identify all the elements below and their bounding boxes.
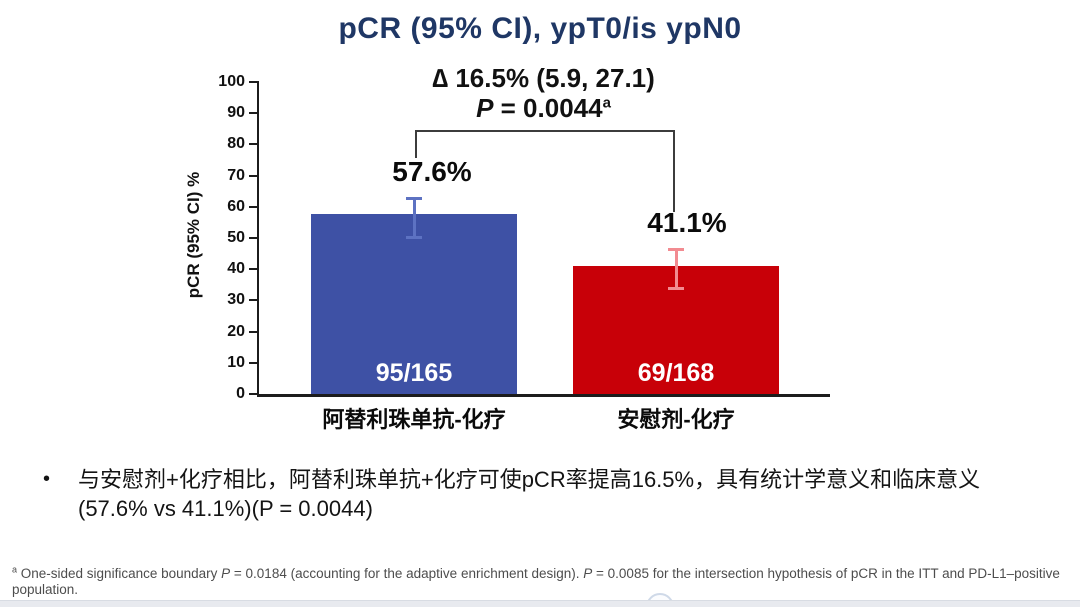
plot-area: 57.6% 41.1% 95/165 69/168 阿替利珠单抗-化疗 安慰剂-… [218, 73, 830, 432]
p-value-superscript: a [602, 94, 611, 112]
footnote-superscript: a [12, 564, 18, 575]
y-axis-tick-label: 40 [227, 260, 245, 278]
y-axis-tick [249, 361, 259, 364]
footnote: a One-sided significance boundary P = 0.… [12, 564, 1068, 597]
y-axis-tick-label: 20 [227, 322, 245, 340]
bullet-marker: • [43, 468, 51, 490]
footnote-p1: P [221, 566, 231, 581]
y-axis-tick [249, 299, 259, 302]
bar-atezolizumab-chemo [311, 214, 517, 394]
error-bar-atezolizumab [406, 196, 422, 239]
y-axis-title: pCR (95% CI) % [184, 171, 203, 299]
summary-text: 与安慰剂+化疗相比，阿替利珠单抗+化疗可使pCR率提高16.5%，具有统计学意义… [78, 465, 1040, 523]
summary-line-1: 与安慰剂+化疗相比，阿替利珠单抗+化疗可使pCR率提高16.5%，具有统计学意义… [78, 467, 981, 492]
y-axis-tick-label: 0 [236, 385, 245, 402]
y-axis-tick-label: 30 [227, 291, 245, 309]
y-axis-tick-label: 100 [218, 73, 245, 90]
y-axis-tick-label: 10 [227, 353, 245, 371]
comparison-bracket-right [673, 130, 675, 212]
y-axis-tick-label: 70 [227, 166, 245, 184]
delta-annotation: ∆ 16.5% (5.9, 27.1) [432, 63, 655, 93]
category-label-atezolizumab: 阿替利珠单抗-化疗 [322, 407, 506, 432]
y-axis-tick-label: 50 [227, 229, 245, 246]
count-label-placebo: 69/168 [637, 359, 715, 387]
y-axis-tick-label: 90 [227, 104, 245, 122]
error-bar-placebo [668, 248, 684, 290]
y-axis-tick [249, 174, 259, 177]
y-axis-tick [249, 268, 259, 271]
bottom-bar [0, 600, 1080, 607]
y-axis-tick [249, 330, 259, 333]
value-label-placebo: 41.1% [647, 207, 727, 239]
y-axis-tick [249, 393, 259, 395]
y-axis-tick [249, 81, 259, 83]
p-value-symbol: P [476, 93, 494, 123]
comparison-bracket-left [415, 130, 417, 158]
statistics-annotation: ∆ 16.5% (5.9, 27.1) P = 0.0044a [257, 63, 830, 123]
p-value-annotation: P = 0.0044a [257, 94, 830, 123]
comparison-bracket-horizontal [415, 130, 675, 132]
footnote-seg-1: One-sided significance boundary [17, 566, 222, 581]
value-label-atezolizumab: 57.6% [392, 155, 472, 187]
count-label-atezolizumab: 95/165 [375, 359, 453, 387]
footnote-seg-2: = 0.0184 (accounting for the adaptive en… [230, 566, 584, 581]
category-label-placebo: 安慰剂-化疗 [617, 407, 735, 432]
chart-title: pCR (95% CI), ypT0/is ypN0 [338, 12, 742, 45]
p-value-text: = 0.0044 [493, 93, 603, 123]
y-axis-tick [249, 237, 259, 239]
y-axis-tick [249, 143, 259, 146]
y-axis-tick [249, 205, 259, 208]
footnote-seg-3: = 0.0085 for the intersection hypothesis… [12, 566, 1060, 597]
summary-bullet: • 与安慰剂+化疗相比，阿替利珠单抗+化疗可使pCR率提高16.5%，具有统计学… [40, 465, 1040, 523]
footnote-p2: P [583, 566, 593, 581]
y-axis-tick-label: 80 [227, 135, 245, 153]
y-axis-tick-label: 60 [227, 197, 245, 215]
y-axis-tick [249, 112, 259, 115]
summary-line-2: (57.6% vs 41.1%)(P = 0.0044) [78, 496, 373, 521]
